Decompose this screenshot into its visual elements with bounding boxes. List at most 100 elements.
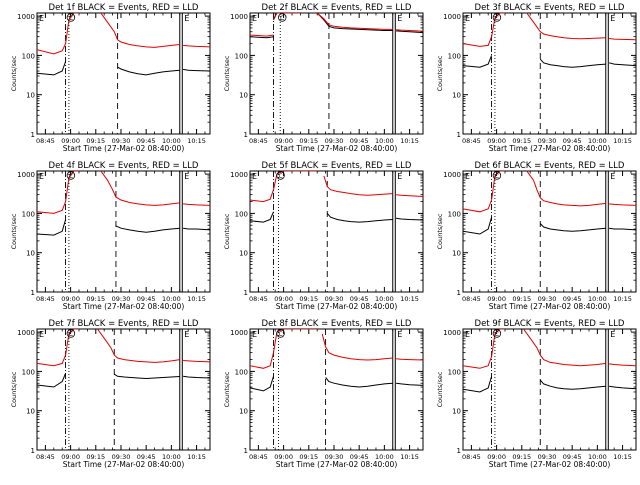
x-axis-label: Start Time (27-Mar-02 08:40:00) <box>276 144 398 153</box>
circle-label: C <box>280 15 284 22</box>
series-line <box>114 373 180 380</box>
circle-label: C <box>69 15 73 22</box>
series-line <box>115 225 180 233</box>
y-tick-label: 10 <box>452 92 461 100</box>
circle-label: C <box>69 331 73 338</box>
y-tick-label: 10 <box>26 250 35 258</box>
x-tick-label: 10:00 <box>588 295 607 303</box>
y-tick-label: 1 <box>31 447 35 455</box>
x-tick-label: 09:00 <box>61 295 80 303</box>
series-line <box>396 358 423 361</box>
series-group <box>463 13 636 68</box>
series-line <box>37 373 67 388</box>
x-tick-label: 10:15 <box>400 453 419 461</box>
series-line <box>463 217 493 235</box>
plot-frame <box>36 12 211 135</box>
series-line <box>463 376 493 393</box>
panel-title: Det 2f BLACK = Events, RED = LLD <box>262 3 412 13</box>
series-line <box>323 175 393 196</box>
series-line <box>316 13 393 30</box>
x-tick-label: 08:45 <box>462 137 481 145</box>
x-tick-label: 09:30 <box>538 137 557 145</box>
y-tick-label: 1 <box>457 447 461 455</box>
plot-frame <box>462 328 637 451</box>
circle-label: C <box>495 15 499 22</box>
series-line <box>183 360 210 363</box>
circle-label: C <box>69 173 73 180</box>
series-line <box>97 329 180 363</box>
series-line <box>250 34 274 37</box>
x-tick-label: 09:15 <box>512 137 531 145</box>
y-tick-label: 10 <box>239 408 248 416</box>
y-tick-label: 100 <box>235 210 248 218</box>
y-tick-label: 1 <box>31 289 35 297</box>
x-tick-label: 10:15 <box>400 137 419 145</box>
circle-label: C <box>278 173 282 180</box>
x-tick-label: 09:15 <box>86 137 105 145</box>
x-tick-label: 08:45 <box>462 295 481 303</box>
plot-frame <box>462 170 637 293</box>
x-tick-label: 09:45 <box>563 295 582 303</box>
y-tick-label: 100 <box>22 210 35 218</box>
circle-marker <box>492 13 502 22</box>
y-axis-label: Counts/sec <box>436 371 444 407</box>
series-line <box>396 30 423 34</box>
plot-frame <box>249 328 424 451</box>
x-tick-label: 09:00 <box>274 137 293 145</box>
x-tick-label: 09:30 <box>325 295 344 303</box>
series-line <box>609 385 636 390</box>
series-line <box>37 219 67 236</box>
y-tick-label: 10 <box>26 92 35 100</box>
x-tick-label: 09:45 <box>137 295 156 303</box>
y-tick-label: 100 <box>235 52 248 60</box>
y-tick-label: 100 <box>22 52 35 60</box>
series-line <box>273 13 301 20</box>
x-tick-label: 09:00 <box>61 453 80 461</box>
x-tick-label: 10:00 <box>375 137 394 145</box>
x-axis-label: Start Time (27-Mar-02 08:40:00) <box>63 144 185 153</box>
circle-marker <box>66 13 76 22</box>
series-line <box>523 329 606 367</box>
y-tick-label: 1 <box>244 447 248 455</box>
series-line <box>37 13 79 55</box>
top-left-label: E <box>252 172 257 181</box>
x-tick-label: 09:30 <box>325 137 344 145</box>
series-line <box>37 61 67 76</box>
y-tick-label: 1 <box>244 131 248 139</box>
panel-title: Det 3f BLACK = Events, RED = LLD <box>475 3 625 13</box>
series-line <box>539 58 606 68</box>
top-left-label: E <box>252 330 257 339</box>
x-tick-label: 08:45 <box>249 137 268 145</box>
x-tick-label: 09:30 <box>112 137 131 145</box>
series-line <box>539 223 606 232</box>
detector-panel-9: Det 9f BLACK = Events, RED = LLD 1 10 100 10… <box>436 319 637 469</box>
series-line <box>100 13 180 48</box>
x-tick-label: 09:45 <box>350 137 369 145</box>
x-tick-label: 08:45 <box>36 295 55 303</box>
top-left-label: E <box>39 14 44 23</box>
x-tick-label: 09:15 <box>86 295 105 303</box>
series-line <box>250 211 274 223</box>
series-line <box>183 44 210 48</box>
top-left-label: E <box>39 330 44 339</box>
x-tick-label: 09:00 <box>61 137 80 145</box>
circle-marker <box>492 171 502 180</box>
x-tick-label: 10:15 <box>187 295 206 303</box>
y-tick-label: 10 <box>452 408 461 416</box>
x-axis-label: Start Time (27-Mar-02 08:40:00) <box>276 302 398 311</box>
series-line <box>100 171 180 206</box>
series-line <box>609 38 636 41</box>
y-tick-label: 1 <box>457 289 461 297</box>
y-axis-label: Counts/sec <box>10 213 18 249</box>
top-left-label: E <box>39 172 44 181</box>
circle-marker <box>278 13 287 22</box>
series-group <box>37 13 210 76</box>
series-line <box>250 171 318 203</box>
y-tick-label: 1000 <box>17 171 35 179</box>
x-tick-label: 09:30 <box>538 295 557 303</box>
y-axis-label: Counts/sec <box>436 213 444 249</box>
x-tick-label: 09:15 <box>299 453 318 461</box>
series-line <box>316 13 393 31</box>
series-line <box>526 171 606 207</box>
